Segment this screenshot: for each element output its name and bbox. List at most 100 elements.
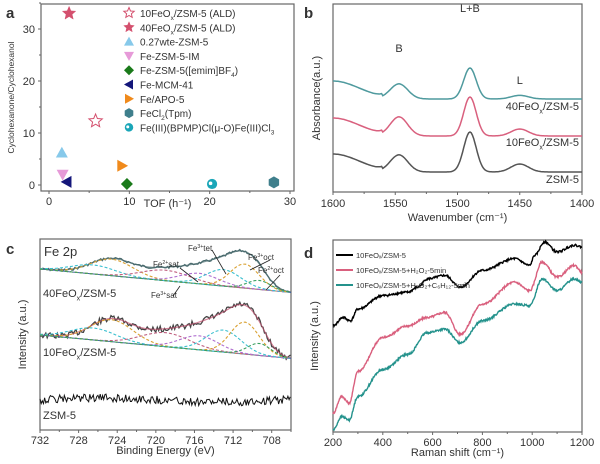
x-tick-label: 724 <box>108 435 126 447</box>
peak-annotation: L+B <box>460 3 480 15</box>
panel-b-frame <box>332 3 583 193</box>
raw-spectrum <box>39 393 291 408</box>
legend-label: 40FeOx/ZSM-5 (ALD) <box>140 23 236 36</box>
panel-label-a: a <box>6 5 15 22</box>
legend-marker <box>124 108 134 119</box>
y-axis-label: Intensity (a.u.) <box>17 300 29 370</box>
data-point <box>56 169 69 181</box>
legend-marker <box>124 79 133 90</box>
y-axis-label: Intensity (a.u.) <box>309 301 321 371</box>
x-tick-label: 1550 <box>383 198 407 210</box>
legend-marker-highlight <box>126 125 130 129</box>
panel-label-d: d <box>304 245 313 262</box>
legend-marker <box>122 6 136 19</box>
legend-label: Fe-ZSM-5([emim]BF4) <box>140 66 238 79</box>
x-tick-label: 1600 <box>321 198 345 210</box>
legend-label: FeCl2(Tpm) <box>140 109 191 122</box>
fit-component <box>39 268 290 293</box>
data-point <box>55 146 68 158</box>
x-tick-label: 716 <box>185 435 203 447</box>
raman-line <box>332 276 583 432</box>
x-tick-label: 720 <box>147 435 165 447</box>
y-tick-label: 30 <box>23 24 35 36</box>
legend-marker <box>124 36 134 46</box>
peak-annotation: Fe3+oct <box>248 253 275 262</box>
x-tick-label: 0 <box>46 196 52 208</box>
series-label: ZSM-5 <box>43 410 76 422</box>
x-axis-label: Raman shift (cm⁻¹) <box>411 447 504 459</box>
fit-component <box>39 258 290 293</box>
x-tick-label: 712 <box>224 435 242 447</box>
x-axis-label: TOF (h⁻¹) <box>144 198 192 210</box>
annotation-arrow <box>211 249 227 275</box>
x-tick-label: 732 <box>31 435 49 447</box>
legend-label: Fe-MCM-41 <box>140 81 194 92</box>
spectrum-line <box>333 96 582 137</box>
x-tick-label: 20 <box>204 196 216 208</box>
legend-marker <box>124 65 134 76</box>
legend-label: 10FeOₓ/ZSM-5+H₂O₂+C₆H₁₂-5min <box>356 281 470 290</box>
data-point <box>60 175 72 188</box>
data-point <box>117 159 129 172</box>
peak-annotation: L <box>517 75 523 87</box>
x-axis-label: Binding Energy (eV) <box>116 445 214 457</box>
raman-line <box>332 239 583 329</box>
panel-title: Fe 2p <box>44 244 77 259</box>
panel-b-ftir: 1600 1550 1500 1450 1400 Wavenumber (cm⁻¹) Abs… <box>311 3 594 224</box>
y-tick-label: 0 <box>29 180 35 192</box>
x-tick-label: 200 <box>324 437 342 449</box>
panel-a-frame <box>40 3 295 192</box>
panel-a-scatter: 0 10 20 30 0 10 20 30 TOF (h⁻¹) Cyclohexanone/Cyc… <box>6 2 296 210</box>
legend-marker <box>123 21 135 33</box>
peak-annotation: B <box>395 43 402 55</box>
annotation-arrow <box>265 274 281 291</box>
data-point <box>268 176 280 189</box>
fit-envelope <box>39 304 291 359</box>
data-point <box>61 5 77 20</box>
peak-annotation: Fe2+sat <box>153 260 180 269</box>
fit-component <box>39 334 290 359</box>
spectrum-line <box>333 67 582 100</box>
y-tick-label: 20 <box>23 76 35 88</box>
series-label: 10FeOx/ZSM-5 <box>506 137 579 151</box>
x-axis-label: Wavenumber (cm⁻¹) <box>408 212 508 224</box>
legend-label: 10FeOₓ/ZSM-5 <box>356 251 406 260</box>
series-label: 40FeOx/ZSM-5 <box>506 101 579 115</box>
raw-spectrum <box>39 300 291 361</box>
panel-label-c: c <box>6 241 14 258</box>
x-tick-label: 400 <box>374 437 392 449</box>
legend-marker <box>124 51 134 61</box>
raman-line <box>332 259 583 415</box>
data-point <box>120 177 133 190</box>
y-axis-label: Cyclohexanone/Cyclohexanol <box>6 41 16 153</box>
legend-label: Fe(III)(BPMP)Cl(μ-O)Fe(III)Cl3 <box>140 123 275 136</box>
data-point-highlight <box>208 181 213 186</box>
series-label: 10FeOx/ZSM-5 <box>43 347 116 361</box>
x-tick-label: 728 <box>69 435 87 447</box>
series-label: 40FeOx/ZSM-5 <box>43 288 116 302</box>
legend-label: Fe-ZSM-5-IM <box>140 52 199 63</box>
legend-label: 0.27wte-ZSM-5 <box>140 38 209 49</box>
x-tick-label: 1200 <box>570 437 594 449</box>
annotation-arrow <box>179 267 199 283</box>
spectrum-line <box>333 131 582 173</box>
y-axis-label: Absorbance(a.u.) <box>311 56 323 140</box>
legend-label: 10FeOx/ZSM-5 (ALD) <box>140 9 236 22</box>
annotation-arrow <box>172 285 181 297</box>
panel-label-b: b <box>304 5 313 22</box>
peak-annotation: Fe3+tet <box>188 244 213 253</box>
peak-annotation: Fe2+oct <box>258 266 285 275</box>
annotation-arrow <box>249 259 271 271</box>
x-tick-label: 708 <box>263 435 281 447</box>
x-tick-label: 1500 <box>445 198 469 210</box>
legend-marker <box>125 93 134 104</box>
x-tick-label: 1000 <box>520 437 544 449</box>
peak-annotation: Fe3+sat <box>151 291 178 300</box>
x-tick-label: 1450 <box>508 198 532 210</box>
legend-label: 10FeOₓ/ZSM-5+H₂O₂-5min <box>356 266 446 275</box>
panel-c-xps: 732 728 724 720 716 712 708 Binding Energy (eV)… <box>17 238 292 457</box>
x-tick-label: 10 <box>123 196 135 208</box>
x-tick-label: 600 <box>423 437 441 449</box>
data-point <box>87 112 104 128</box>
